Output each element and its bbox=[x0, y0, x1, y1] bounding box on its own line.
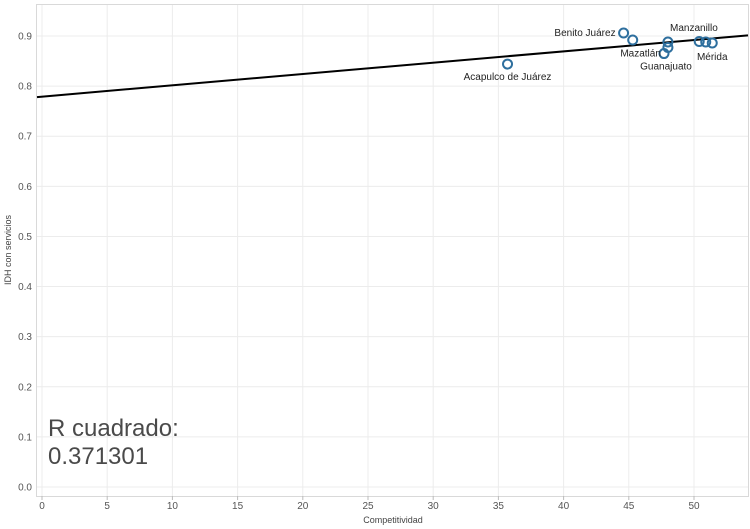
point-label: Manzanillo bbox=[670, 23, 718, 34]
data-point[interactable] bbox=[502, 58, 514, 70]
grid-layer bbox=[37, 5, 748, 496]
data-point[interactable] bbox=[627, 34, 639, 46]
y-tick-labels: 0.0 0.1 0.2 0.3 0.4 0.5 0.6 0.7 0.8 0.9 bbox=[18, 32, 32, 494]
x-tick-label: 15 bbox=[232, 501, 244, 512]
x-tick-label: 20 bbox=[297, 501, 309, 512]
x-tick-label: 50 bbox=[688, 501, 700, 512]
x-tick-label: 35 bbox=[493, 501, 505, 512]
y-tick-label: 0.3 bbox=[18, 332, 32, 343]
trend-layer bbox=[36, 34, 749, 99]
point-label: Benito Juárez bbox=[554, 28, 615, 39]
data-point[interactable] bbox=[700, 36, 712, 48]
r-squared-label: R cuadrado: bbox=[48, 415, 179, 442]
x-axis-title: Competitividad bbox=[363, 515, 423, 525]
r-squared-value: 0.371301 bbox=[48, 443, 148, 470]
data-point[interactable] bbox=[658, 48, 670, 60]
x-tick-label: 45 bbox=[623, 501, 635, 512]
x-tick-label: 5 bbox=[104, 501, 110, 512]
x-tick-label: 30 bbox=[428, 501, 440, 512]
point-label: Mérida bbox=[697, 52, 728, 63]
x-tick-label: 10 bbox=[167, 501, 179, 512]
axes-layer bbox=[36, 4, 749, 497]
x-tick-labels: 0 5 10 15 20 25 30 35 40 45 50 bbox=[39, 496, 700, 512]
point-label: Guanajuato bbox=[640, 62, 692, 73]
y-tick-label: 0.6 bbox=[18, 182, 32, 193]
x-tick-label: 0 bbox=[39, 501, 45, 512]
y-tick-label: 0.5 bbox=[18, 232, 32, 243]
data-point[interactable] bbox=[706, 37, 718, 49]
points-layer bbox=[502, 27, 718, 70]
data-point[interactable] bbox=[618, 27, 630, 39]
point-label: Acapulco de Juárez bbox=[464, 72, 552, 83]
data-point[interactable] bbox=[662, 36, 674, 48]
y-tick-label: 0.7 bbox=[18, 132, 32, 143]
point-label: Mazatlán bbox=[620, 49, 661, 60]
y-axis-title: IDH con servicios bbox=[3, 214, 13, 285]
y-tick-label: 0.4 bbox=[18, 282, 32, 293]
y-tick-label: 0.1 bbox=[18, 432, 32, 443]
x-tick-label: 40 bbox=[558, 501, 570, 512]
y-tick-label: 0.9 bbox=[18, 32, 32, 43]
y-tick-label: 0.2 bbox=[18, 382, 32, 393]
y-tick-label: 0.8 bbox=[18, 82, 32, 93]
data-point[interactable] bbox=[693, 36, 705, 48]
plot-area-border bbox=[36, 4, 749, 497]
trend-line bbox=[36, 34, 749, 99]
x-tick-label: 25 bbox=[362, 501, 374, 512]
y-tick-label: 0.0 bbox=[18, 483, 32, 494]
point-labels-layer: Acapulco de Juárez Benito Juárez Manzanill… bbox=[464, 23, 728, 83]
